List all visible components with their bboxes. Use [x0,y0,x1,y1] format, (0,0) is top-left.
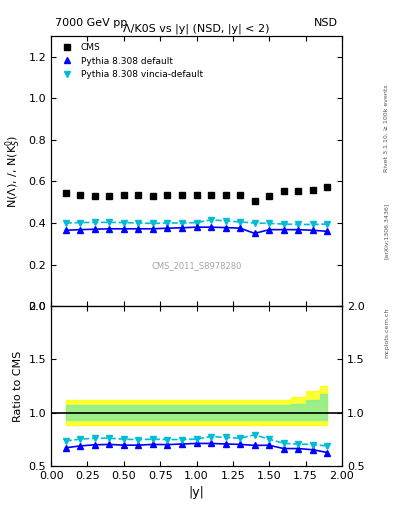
Y-axis label: N($\Lambda$), /, N(K$^0_S$): N($\Lambda$), /, N(K$^0_S$) [3,134,23,208]
Pythia 8.308 default [209,224,213,230]
CMS [107,193,112,199]
Pythia 8.308 default [252,230,257,237]
CMS [325,183,330,189]
Pythia 8.308 vincia-default [121,220,126,226]
Pythia 8.308 default [194,224,199,230]
CMS [223,192,228,198]
Text: Rivet 3.1.10, ≥ 100k events: Rivet 3.1.10, ≥ 100k events [384,84,389,172]
Title: Λ/K0S vs |y| (NSD, |y| < 2): Λ/K0S vs |y| (NSD, |y| < 2) [123,24,270,34]
Pythia 8.308 vincia-default [252,220,257,226]
Pythia 8.308 vincia-default [78,220,83,226]
Pythia 8.308 default [78,227,83,233]
Pythia 8.308 vincia-default [223,218,228,224]
Legend: CMS, Pythia 8.308 default, Pythia 8.308 vincia-default: CMS, Pythia 8.308 default, Pythia 8.308 … [55,40,206,82]
Pythia 8.308 vincia-default [63,220,68,226]
Pythia 8.308 vincia-default [209,217,213,223]
Pythia 8.308 vincia-default [194,220,199,226]
Pythia 8.308 default [92,226,97,232]
Pythia 8.308 vincia-default [180,220,184,226]
Line: Pythia 8.308 vincia-default: Pythia 8.308 vincia-default [63,217,330,227]
CMS [310,187,315,193]
Pythia 8.308 vincia-default [165,220,170,226]
Pythia 8.308 vincia-default [92,219,97,225]
Pythia 8.308 vincia-default [107,219,112,225]
CMS [78,192,83,198]
CMS [238,192,242,198]
CMS [296,188,301,194]
CMS [180,192,184,198]
Line: Pythia 8.308 default: Pythia 8.308 default [63,224,330,236]
Pythia 8.308 default [165,225,170,231]
Y-axis label: Ratio to CMS: Ratio to CMS [13,350,23,422]
X-axis label: |y|: |y| [189,486,204,499]
Pythia 8.308 default [281,227,286,233]
Pythia 8.308 default [121,226,126,232]
Text: CMS_2011_S8978280: CMS_2011_S8978280 [151,261,242,270]
Pythia 8.308 vincia-default [325,221,330,227]
CMS [121,192,126,198]
Text: NSD: NSD [314,18,338,28]
CMS [281,188,286,194]
CMS [136,192,141,198]
CMS [63,190,68,196]
Pythia 8.308 default [180,225,184,231]
CMS [194,192,199,198]
Pythia 8.308 vincia-default [281,221,286,227]
Pythia 8.308 default [296,227,301,233]
Pythia 8.308 default [63,227,68,233]
Pythia 8.308 default [151,226,155,232]
Pythia 8.308 default [223,224,228,230]
Pythia 8.308 vincia-default [296,221,301,227]
Pythia 8.308 default [107,226,112,232]
Pythia 8.308 default [325,228,330,234]
CMS [165,192,170,198]
CMS [267,193,272,199]
Text: [arXiv:1306.3436]: [arXiv:1306.3436] [384,202,389,259]
Line: CMS: CMS [62,183,331,205]
Pythia 8.308 default [310,227,315,233]
CMS [252,198,257,204]
Pythia 8.308 vincia-default [310,221,315,227]
Pythia 8.308 vincia-default [238,219,242,225]
CMS [151,193,155,199]
Pythia 8.308 default [136,226,141,232]
Pythia 8.308 default [267,227,272,233]
Text: mcplots.cern.ch: mcplots.cern.ch [384,308,389,358]
CMS [209,192,213,198]
Pythia 8.308 vincia-default [136,220,141,226]
CMS [92,193,97,199]
Pythia 8.308 vincia-default [267,220,272,226]
Pythia 8.308 default [238,225,242,231]
Pythia 8.308 vincia-default [151,220,155,226]
Text: 7000 GeV pp: 7000 GeV pp [55,18,127,28]
